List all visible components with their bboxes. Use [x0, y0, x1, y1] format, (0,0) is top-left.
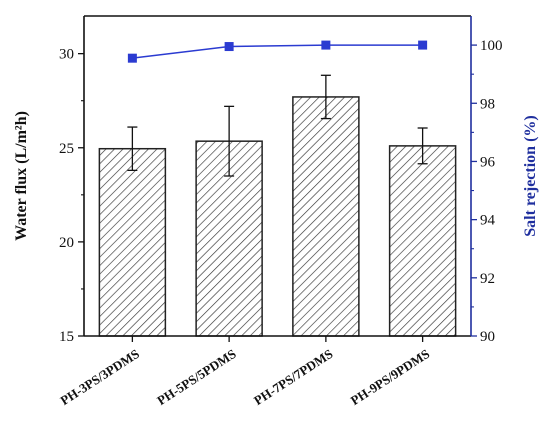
y-left-tick-label: 30	[59, 47, 74, 63]
error-bar	[127, 126, 138, 172]
y-axis-left-title: Water flux (L/m²h)	[13, 111, 30, 241]
salt-rejection-line	[132, 44, 423, 59]
y-right-tick-label: 90	[480, 329, 495, 345]
water-flux-bar	[292, 96, 360, 337]
y-right-tick-label: 92	[480, 271, 495, 287]
x-category-label: PH-9PS/9PDMS	[348, 346, 432, 408]
bars-layer	[98, 96, 457, 337]
y-right-tick-label: 98	[480, 96, 495, 112]
water-flux-bar	[98, 147, 167, 337]
salt-rejection-line-layer	[127, 40, 428, 63]
y-right-tick-label: 94	[480, 213, 496, 229]
x-category-label: PH-3PS/3PDMS	[58, 346, 142, 408]
salt-rejection-point	[127, 53, 137, 63]
salt-rejection-point	[321, 40, 331, 50]
error-bar	[224, 105, 235, 177]
x-category-label: PH-7PS/7PDMS	[251, 346, 335, 408]
y-right-tick-label: 100	[480, 38, 503, 54]
error-bar	[320, 74, 331, 120]
y-axis-right-title: Salt rejection (%)	[522, 115, 539, 236]
water-flux-bar	[388, 145, 457, 337]
x-category-label: PH-5PS/5PDMS	[154, 346, 238, 408]
error-bar	[417, 127, 428, 165]
error-bars-layer	[127, 74, 428, 177]
salt-rejection-point	[418, 40, 428, 50]
y-left-tick-label: 25	[59, 141, 74, 157]
salt-rejection-point	[224, 42, 234, 52]
y-left-tick-label: 20	[59, 235, 74, 251]
y-right-tick-label: 96	[480, 154, 496, 170]
y-left-tick-label: 15	[59, 329, 74, 345]
